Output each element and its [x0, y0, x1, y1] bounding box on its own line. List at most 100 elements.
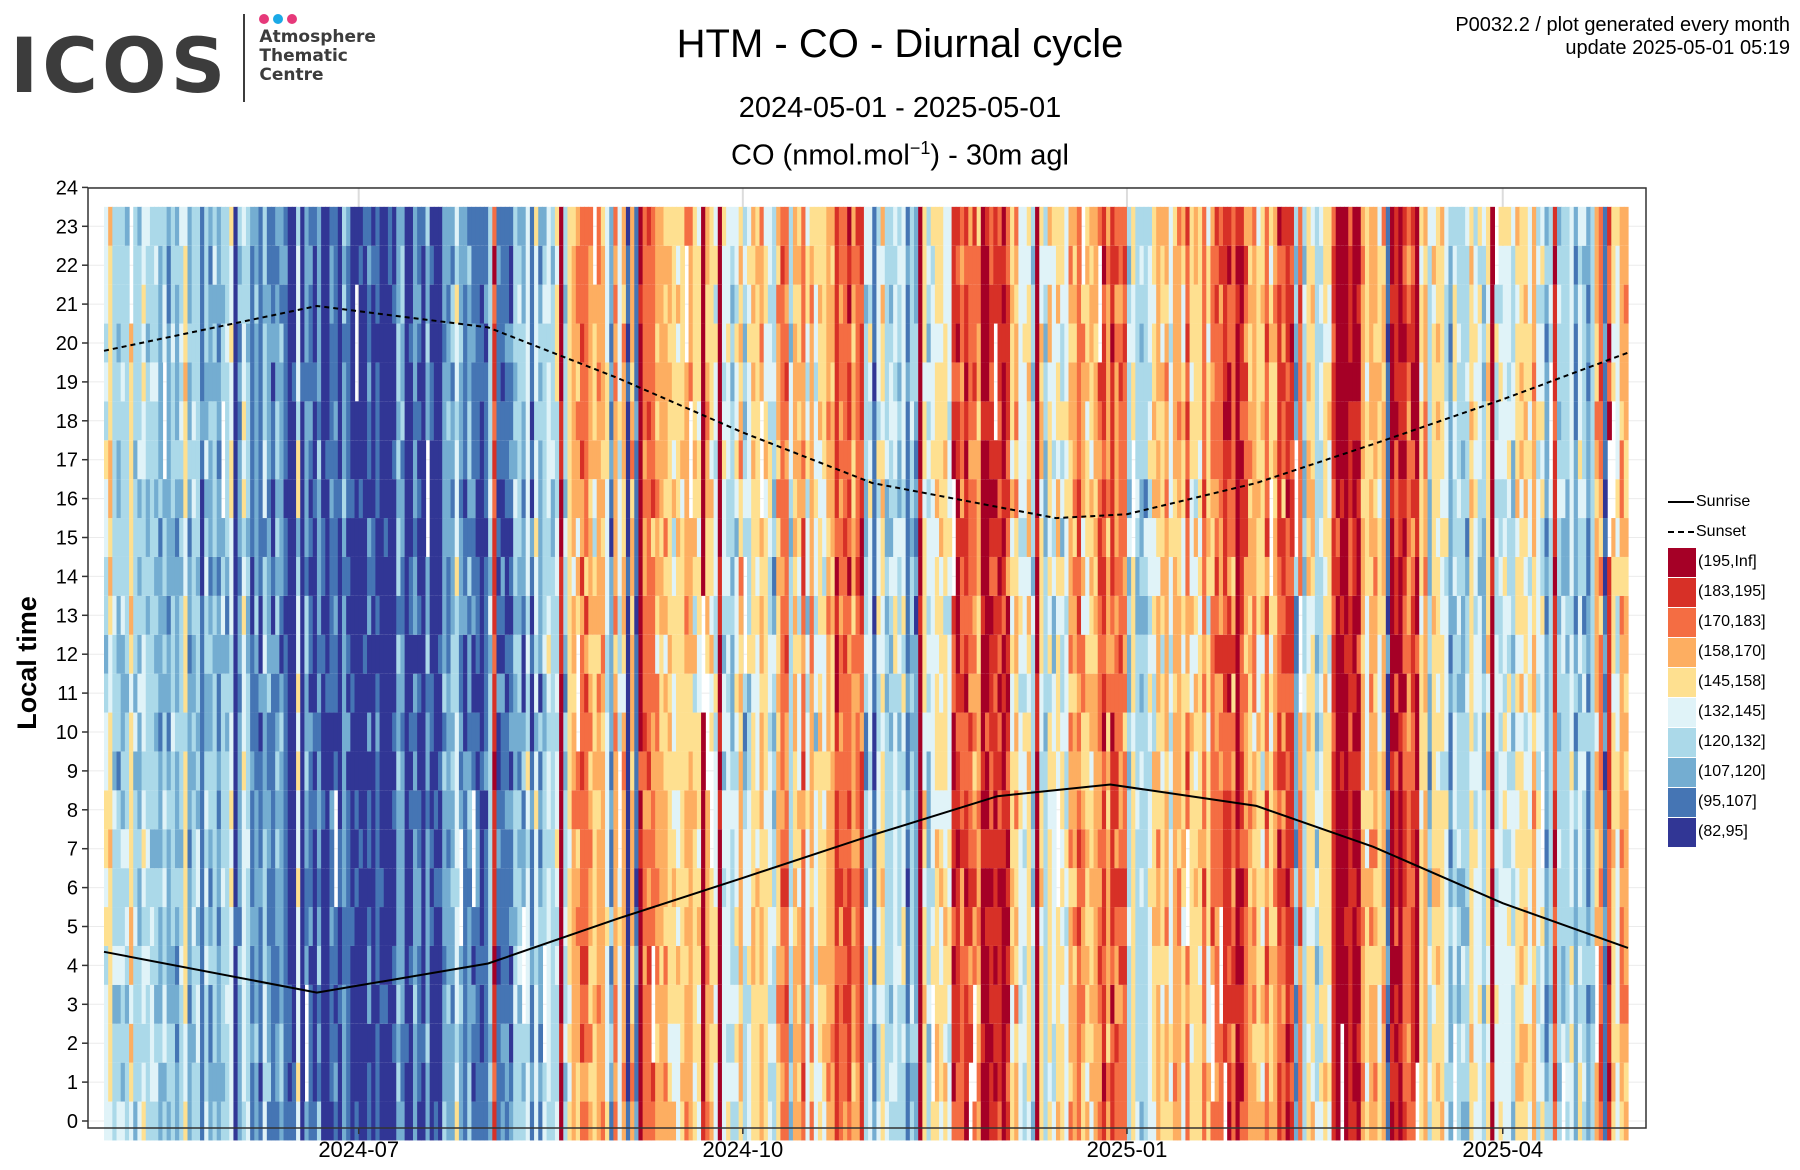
heatmap-cell: [584, 556, 589, 596]
heatmap-cell: [605, 245, 610, 285]
heatmap-cell: [275, 1023, 280, 1063]
heatmap-cell: [801, 829, 807, 869]
heatmap-cell: [120, 1062, 126, 1102]
heatmap-cell: [208, 245, 214, 285]
heatmap-cell: [801, 284, 807, 324]
heatmap-cell: [579, 362, 585, 402]
heatmap-cell: [922, 868, 928, 908]
heatmap-cell: [617, 945, 623, 985]
heatmap-cell: [400, 712, 406, 752]
heatmap-cell: [755, 518, 761, 557]
heatmap-cell: [166, 1023, 172, 1063]
heatmap-cell: [546, 362, 552, 402]
heatmap-cell: [191, 479, 197, 519]
heatmap-cell: [534, 362, 539, 402]
heatmap-cell: [429, 556, 435, 596]
heatmap-cell: [304, 751, 310, 791]
heatmap-cell: [922, 1062, 928, 1102]
heatmap-cell: [158, 206, 164, 246]
heatmap-cell: [158, 634, 164, 674]
heatmap-cell: [513, 829, 518, 869]
heatmap-cell: [463, 440, 468, 480]
heatmap-cell: [329, 362, 335, 402]
heatmap-cell: [634, 479, 640, 519]
heatmap-cell: [479, 1023, 485, 1063]
heatmap-cell: [450, 1101, 456, 1141]
heatmap-cell: [358, 284, 364, 324]
heatmap-cell: [354, 1023, 360, 1063]
heatmap-cell: [843, 673, 848, 713]
heatmap-cell: [592, 401, 598, 441]
heatmap-cell: [554, 245, 560, 285]
heatmap-cell: [354, 595, 360, 635]
heatmap-cell: [838, 556, 844, 596]
heatmap-cell: [329, 634, 335, 674]
heatmap-cell: [880, 634, 886, 674]
heatmap-cell: [145, 323, 151, 363]
heatmap-cell: [822, 1062, 827, 1102]
heatmap-cell: [421, 868, 427, 908]
heatmap-cell: [308, 751, 314, 791]
heatmap-cell: [383, 829, 389, 869]
heatmap-cell: [859, 790, 865, 830]
heatmap-cell: [646, 595, 652, 635]
heatmap-cell: [813, 907, 819, 946]
heatmap-cell: [454, 440, 460, 480]
heatmap-cell: [901, 634, 907, 674]
heatmap-cell: [108, 634, 113, 674]
heatmap-cell: [642, 362, 648, 402]
heatmap-cell: [563, 362, 569, 402]
heatmap-cell: [605, 323, 610, 363]
heatmap-cell: [684, 945, 690, 985]
heatmap-cell: [542, 556, 548, 596]
heatmap-cell: [404, 1101, 410, 1141]
heatmap-cell: [112, 479, 118, 519]
heatmap-cell: [847, 518, 852, 557]
heatmap-cell: [500, 556, 506, 596]
heatmap-cell: [291, 245, 297, 285]
heatmap-cell: [433, 984, 439, 1024]
heatmap-cell: [438, 323, 443, 363]
heatmap-cell: [496, 907, 502, 946]
heatmap-cell: [726, 712, 731, 752]
heatmap-cell: [300, 440, 306, 480]
heatmap-cell: [738, 945, 744, 985]
heatmap-cell: [872, 401, 878, 441]
heatmap-cell: [605, 907, 610, 946]
heatmap-cell: [195, 1101, 201, 1141]
heatmap-cell: [496, 595, 502, 635]
heatmap-cell: [529, 1101, 535, 1141]
heatmap-cell: [872, 907, 878, 946]
heatmap-cell: [901, 556, 907, 596]
heatmap-cell: [124, 984, 130, 1024]
heatmap-cell: [734, 1062, 740, 1102]
heatmap-cell: [187, 673, 193, 713]
heatmap-cell: [897, 634, 903, 674]
heatmap-cell: [843, 945, 848, 985]
heatmap-cell: [872, 1062, 878, 1102]
heatmap-cell: [300, 518, 306, 557]
heatmap-cell: [701, 245, 706, 285]
heatmap-cell: [730, 1062, 736, 1102]
heatmap-cell: [417, 323, 422, 363]
heatmap-cell: [817, 245, 823, 285]
heatmap-cell: [233, 790, 239, 830]
heatmap-cell: [534, 595, 539, 635]
heatmap-cell: [538, 1023, 544, 1063]
heatmap-cell: [479, 790, 485, 830]
heatmap-cell: [847, 595, 852, 635]
heatmap-cell: [266, 984, 272, 1024]
heatmap-cell: [229, 479, 235, 519]
heatmap-cell: [216, 323, 222, 363]
variable-exponent: −1: [909, 138, 931, 158]
heatmap-cell: [433, 868, 439, 908]
heatmap-cell: [245, 751, 251, 791]
heatmap-cell: [204, 440, 209, 480]
heatmap-cell: [596, 1062, 602, 1102]
heatmap-cell: [701, 440, 706, 480]
heatmap-cell: [195, 868, 201, 908]
heatmap-cell: [346, 1023, 351, 1063]
heatmap-cell: [554, 1101, 560, 1141]
heatmap-cell: [296, 1101, 301, 1141]
heatmap-cell: [245, 362, 251, 402]
